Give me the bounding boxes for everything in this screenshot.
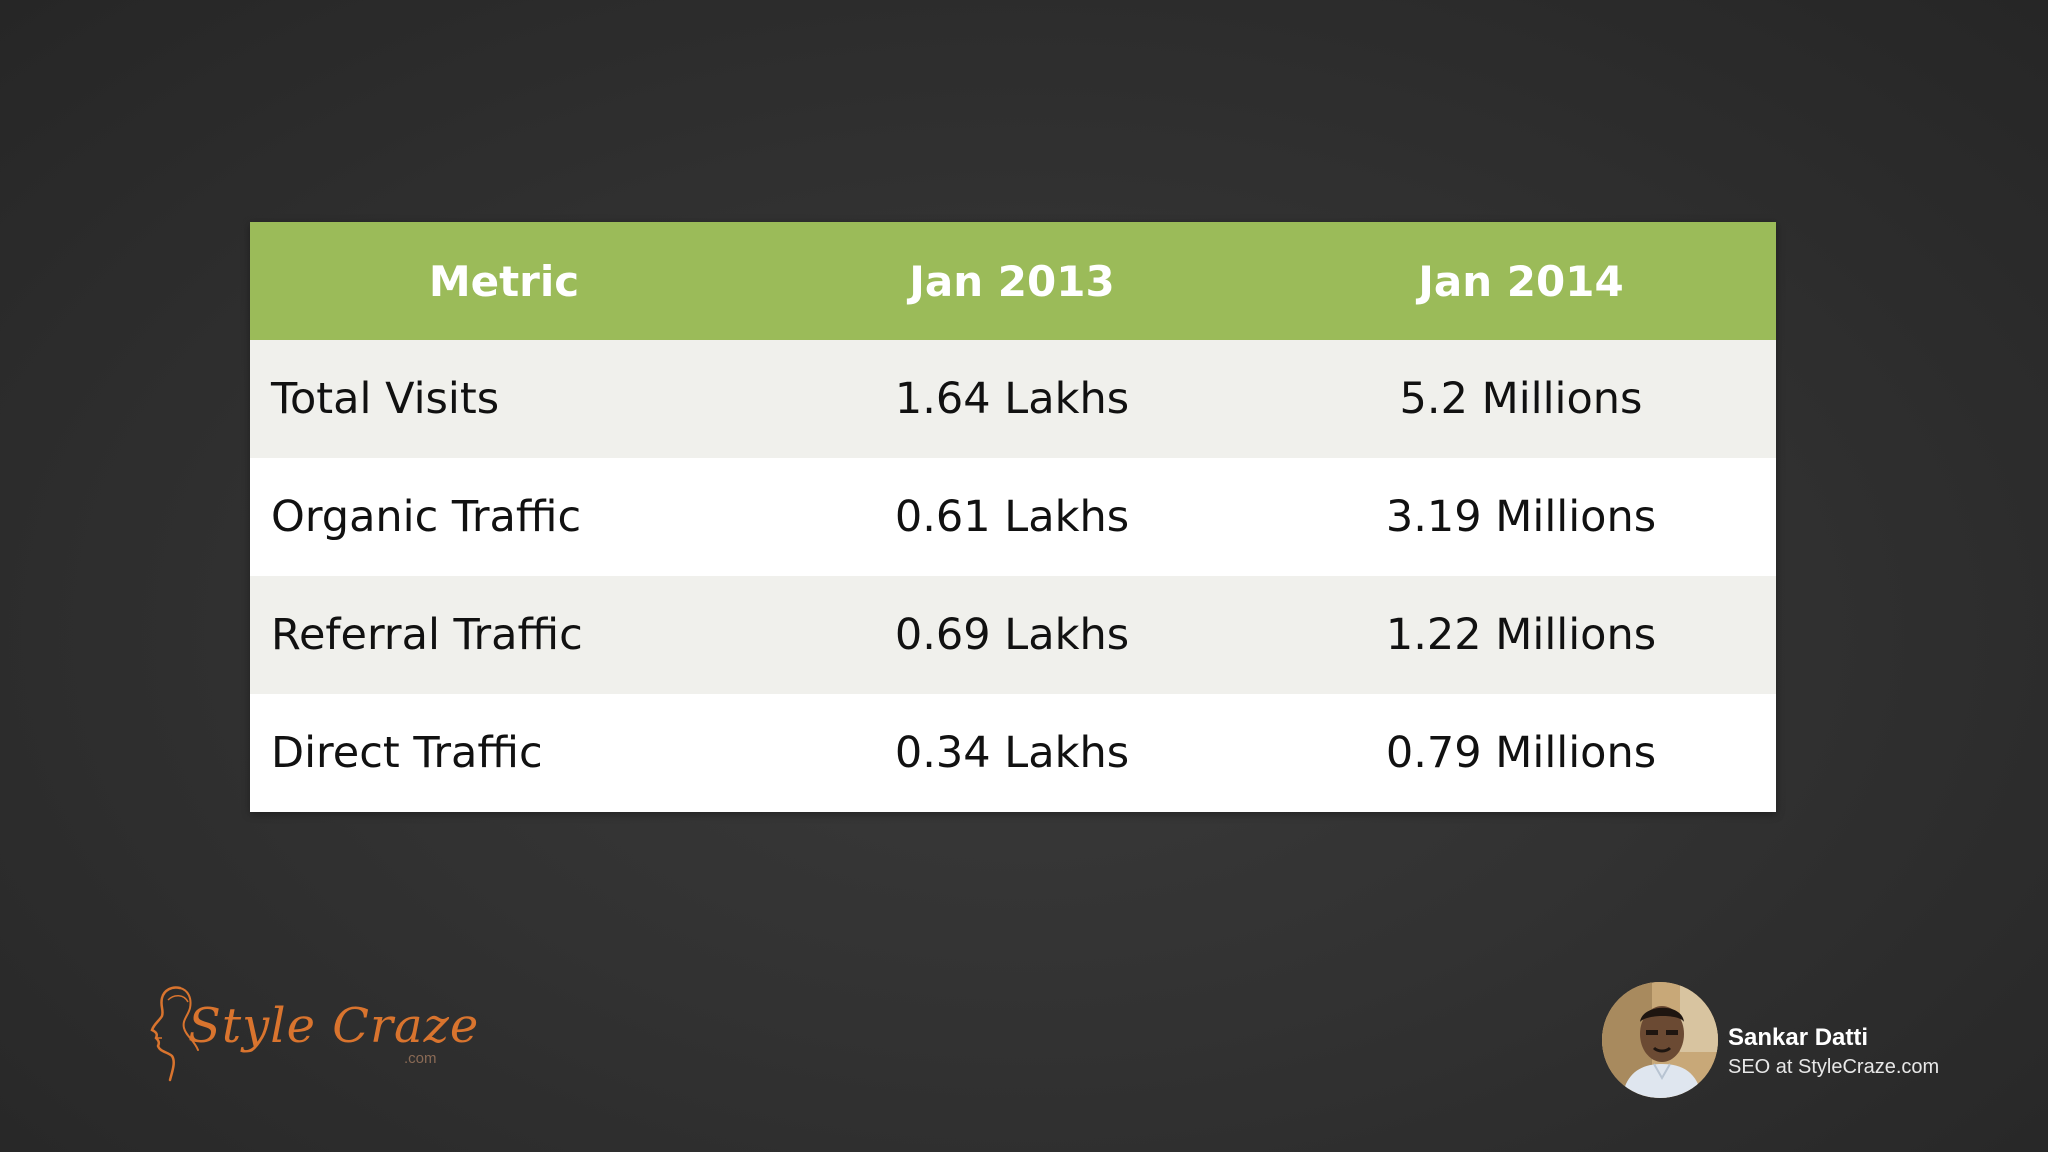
jan-2013-cell: 1.64 Lakhs <box>758 340 1266 458</box>
metric-cell: Direct Traffic <box>250 694 758 812</box>
jan-2013-cell: 0.61 Lakhs <box>758 458 1266 576</box>
table-row: Organic Traffic 0.61 Lakhs 3.19 Millions <box>250 458 1776 576</box>
metric-cell: Total Visits <box>250 340 758 458</box>
jan-2014-cell: 1.22 Millions <box>1266 576 1776 694</box>
presenter-avatar <box>1602 982 1718 1098</box>
presenter-name: Sankar Datti <box>1728 1024 1869 1051</box>
stylecraze-logo: Style Craze .com <box>142 980 478 1090</box>
header-jan-2014: Jan 2014 <box>1266 222 1776 340</box>
presenter-badge: Sankar Datti SEO at StyleCraze.com <box>1602 982 2022 1100</box>
metric-cell: Organic Traffic <box>250 458 758 576</box>
metric-cell: Referral Traffic <box>250 576 758 694</box>
jan-2013-cell: 0.34 Lakhs <box>758 694 1266 812</box>
presenter-title: SEO at StyleCraze.com <box>1728 1056 1940 1078</box>
header-jan-2013: Jan 2013 <box>758 222 1266 340</box>
jan-2014-cell: 0.79 Millions <box>1266 694 1776 812</box>
table-row: Referral Traffic 0.69 Lakhs 1.22 Million… <box>250 576 1776 694</box>
woman-profile-icon <box>150 986 199 1082</box>
header-metric: Metric <box>250 222 758 340</box>
table-row: Total Visits 1.64 Lakhs 5.2 Millions <box>250 340 1776 458</box>
logo-wordmark: Style Craze <box>188 998 480 1054</box>
jan-2014-cell: 5.2 Millions <box>1266 340 1776 458</box>
table-header-row: Metric Jan 2013 Jan 2014 <box>250 222 1776 340</box>
table-row: Direct Traffic 0.34 Lakhs 0.79 Millions <box>250 694 1776 812</box>
jan-2014-cell: 3.19 Millions <box>1266 458 1776 576</box>
logo-domain-suffix: .com <box>404 1050 437 1067</box>
traffic-comparison-table: Metric Jan 2013 Jan 2014 Total Visits 1.… <box>250 222 1776 812</box>
jan-2013-cell: 0.69 Lakhs <box>758 576 1266 694</box>
